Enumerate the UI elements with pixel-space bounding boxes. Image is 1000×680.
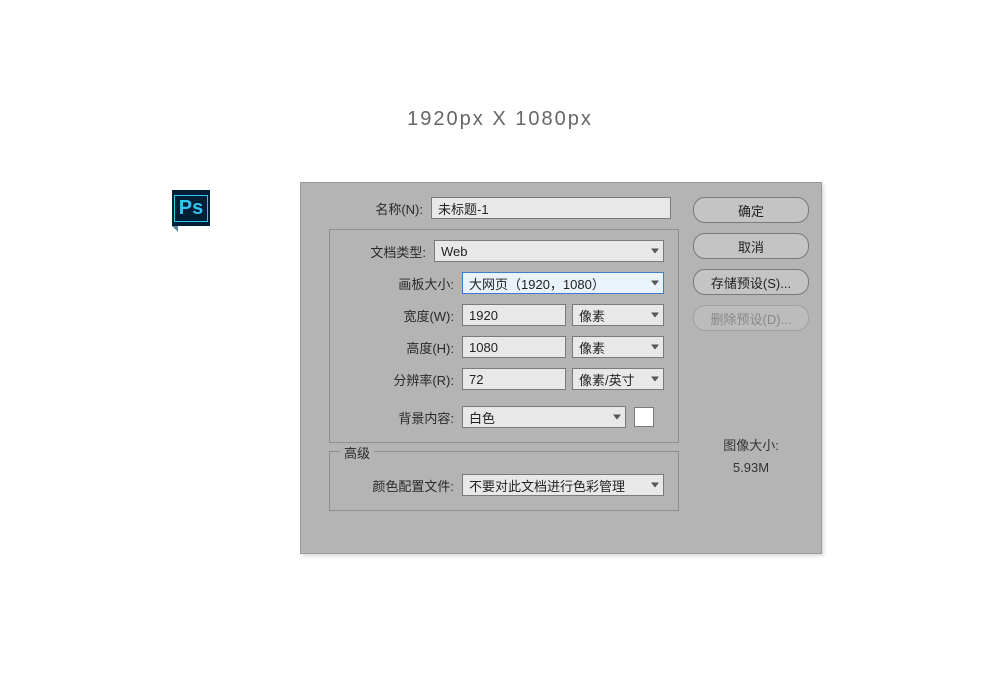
dimensions-header: 1920px X 1080px [0, 108, 1000, 131]
image-size-value: 5.93M [693, 460, 809, 475]
width-unit-select[interactable]: 像素 [572, 304, 664, 326]
resolution-label: 分辨率(R): [334, 370, 462, 389]
new-document-dialog: 名称(N): 文档类型: Web 画板大小: 大网页（1920，1080） 宽度… [300, 182, 822, 554]
width-label: 宽度(W): [334, 306, 462, 325]
save-preset-button[interactable]: 存储预设(S)... [693, 269, 809, 295]
chevron-down-icon [651, 483, 659, 488]
doc-settings-group: 文档类型: Web 画板大小: 大网页（1920，1080） 宽度(W): 像素… [329, 229, 679, 443]
height-input[interactable] [462, 336, 566, 358]
image-size-block: 图像大小: 5.93M [693, 435, 809, 475]
doctype-value: Web [441, 244, 468, 259]
doctype-select[interactable]: Web [434, 240, 664, 262]
dialog-buttons: 确定 取消 存储预设(S)... 删除预设(D)... [693, 197, 809, 331]
artboard-select[interactable]: 大网页（1920，1080） [462, 272, 664, 294]
color-profile-label: 颜色配置文件: [334, 476, 462, 495]
ps-icon-corner [172, 226, 178, 232]
name-label: 名称(N): [313, 199, 431, 218]
image-size-label: 图像大小: [693, 435, 809, 454]
advanced-group: 高级 颜色配置文件: 不要对此文档进行色彩管理 [329, 451, 679, 511]
height-unit-value: 像素 [579, 338, 605, 357]
resolution-unit-value: 像素/英寸 [579, 370, 635, 389]
width-unit-value: 像素 [579, 306, 605, 325]
doctype-label: 文档类型: [334, 242, 434, 261]
height-label: 高度(H): [334, 338, 462, 357]
background-value: 白色 [469, 408, 495, 427]
advanced-legend: 高级 [340, 443, 374, 462]
chevron-down-icon [651, 345, 659, 350]
ps-icon-label: Ps [174, 195, 208, 222]
delete-preset-button: 删除预设(D)... [693, 305, 809, 331]
cancel-button[interactable]: 取消 [693, 233, 809, 259]
artboard-value: 大网页（1920，1080） [469, 274, 605, 293]
background-color-swatch[interactable] [634, 407, 654, 427]
chevron-down-icon [651, 377, 659, 382]
height-unit-select[interactable]: 像素 [572, 336, 664, 358]
artboard-label: 画板大小: [334, 274, 462, 293]
width-input[interactable] [462, 304, 566, 326]
color-profile-select[interactable]: 不要对此文档进行色彩管理 [462, 474, 664, 496]
ok-button[interactable]: 确定 [693, 197, 809, 223]
resolution-unit-select[interactable]: 像素/英寸 [572, 368, 664, 390]
photoshop-icon: Ps [172, 190, 210, 226]
chevron-down-icon [613, 415, 621, 420]
background-select[interactable]: 白色 [462, 406, 626, 428]
chevron-down-icon [651, 249, 659, 254]
chevron-down-icon [651, 281, 659, 286]
color-profile-value: 不要对此文档进行色彩管理 [469, 476, 625, 495]
resolution-input[interactable] [462, 368, 566, 390]
background-label: 背景内容: [334, 408, 462, 427]
chevron-down-icon [651, 313, 659, 318]
name-input[interactable] [431, 197, 671, 219]
